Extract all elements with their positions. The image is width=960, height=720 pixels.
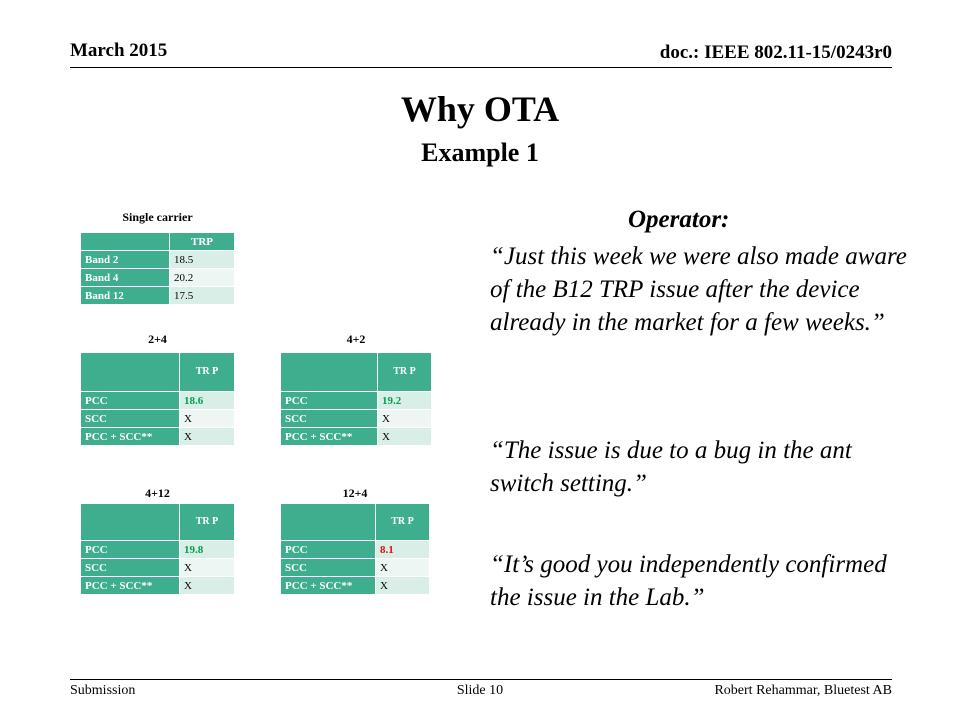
row-value: X bbox=[179, 409, 235, 428]
row-value: X bbox=[377, 409, 432, 428]
header-date: March 2015 bbox=[70, 40, 168, 61]
column-header: TR P bbox=[179, 503, 235, 541]
row-label: SCC bbox=[80, 409, 180, 428]
ca-table-12-4: TR P PCC 8.1 SCC X PCC + SCC** X bbox=[280, 503, 430, 595]
header-empty-cell bbox=[80, 232, 170, 251]
row-label: SCC bbox=[280, 409, 378, 428]
row-value: X bbox=[375, 576, 430, 595]
column-header: TR P bbox=[377, 352, 432, 392]
row-value: X bbox=[375, 558, 430, 577]
ca-table-2-4: TR P PCC 18.6 SCC X PCC + SCC** X bbox=[80, 352, 235, 446]
column-header: TR P bbox=[375, 503, 430, 541]
table-row: SCC X bbox=[280, 409, 432, 428]
operator-quote-3: “It’s good you independently confirmed t… bbox=[490, 551, 887, 611]
row-value: 17.5 bbox=[169, 286, 235, 305]
row-label: SCC bbox=[80, 558, 180, 577]
operator-quote-2: “The issue is due to a bug in the ant sw… bbox=[490, 437, 852, 497]
operator-heading: Operator: bbox=[628, 206, 730, 233]
table-header-row: TR P bbox=[80, 352, 235, 392]
ca-table-4-2: TR P PCC 19.2 SCC X PCC + SCC** X bbox=[280, 352, 432, 446]
table-row: Band 12 17.5 bbox=[80, 286, 235, 305]
slide-subtitle: Example 1 bbox=[421, 138, 539, 167]
table-header-row: TR P bbox=[280, 352, 432, 392]
row-label: PCC + SCC** bbox=[80, 576, 180, 595]
table-row: PCC + SCC** X bbox=[80, 576, 235, 595]
row-label: PCC bbox=[80, 391, 180, 410]
row-value: 18.6 bbox=[179, 391, 235, 410]
table-row: SCC X bbox=[80, 409, 235, 428]
header-empty-cell bbox=[280, 352, 378, 392]
table-caption-4-2: 4+2 bbox=[346, 332, 366, 346]
footer-slide-number: Slide 10 bbox=[456, 683, 504, 698]
table-row: PCC 18.6 bbox=[80, 391, 235, 410]
row-label: Band 2 bbox=[80, 250, 170, 269]
row-value: 19.8 bbox=[179, 540, 235, 559]
table-caption-4-12: 4+12 bbox=[145, 486, 170, 500]
table-header-row: TRP bbox=[80, 232, 235, 251]
footer-divider bbox=[70, 679, 892, 680]
row-label: Band 12 bbox=[80, 286, 170, 305]
header-doc-id: doc.: IEEE 802.11-15/0243r0 bbox=[659, 42, 892, 63]
table-row: SCC X bbox=[80, 558, 235, 577]
table-row: PCC + SCC** X bbox=[80, 427, 235, 446]
row-label: Band 4 bbox=[80, 268, 170, 287]
table-row: PCC + SCC** X bbox=[280, 427, 432, 446]
row-value: 18.5 bbox=[169, 250, 235, 269]
table-header-row: TR P bbox=[280, 503, 430, 541]
row-label: PCC + SCC** bbox=[280, 576, 376, 595]
ca-table-4-12: TR P PCC 19.8 SCC X PCC + SCC** X bbox=[80, 503, 235, 595]
table-row: Band 4 20.2 bbox=[80, 268, 235, 287]
header-empty-cell bbox=[80, 503, 180, 541]
table-header-row: TR P bbox=[80, 503, 235, 541]
header-divider bbox=[70, 67, 892, 68]
row-label: PCC + SCC** bbox=[80, 427, 180, 446]
table-row: PCC 8.1 bbox=[280, 540, 430, 559]
single-carrier-table: TRP Band 2 18.5 Band 4 20.2 Band 12 17.5 bbox=[80, 232, 235, 305]
column-header: TR P bbox=[179, 352, 235, 392]
table-row: PCC 19.2 bbox=[280, 391, 432, 410]
single-carrier-caption: Single carrier bbox=[122, 210, 193, 224]
slide-title: Why OTA bbox=[400, 89, 560, 129]
row-label: SCC bbox=[280, 558, 376, 577]
footer-submission: Submission bbox=[70, 683, 136, 698]
table-row: PCC + SCC** X bbox=[280, 576, 430, 595]
table-caption-2-4: 2+4 bbox=[148, 332, 167, 346]
column-header: TRP bbox=[169, 232, 235, 251]
row-label: PCC bbox=[280, 391, 378, 410]
operator-quote-1: “Just this week we were also made aware … bbox=[490, 243, 907, 336]
table-row: PCC 19.8 bbox=[80, 540, 235, 559]
table-caption-12-4: 12+4 bbox=[342, 486, 368, 500]
row-label: PCC bbox=[80, 540, 180, 559]
table-row: SCC X bbox=[280, 558, 430, 577]
row-label: PCC + SCC** bbox=[280, 427, 378, 446]
row-value: X bbox=[179, 576, 235, 595]
row-value: 8.1 bbox=[375, 540, 430, 559]
row-value: X bbox=[179, 558, 235, 577]
row-value: 19.2 bbox=[377, 391, 432, 410]
footer-author: Robert Rehammar, Bluetest AB bbox=[714, 683, 892, 698]
row-value: 20.2 bbox=[169, 268, 235, 287]
row-label: PCC bbox=[280, 540, 376, 559]
header-empty-cell bbox=[80, 352, 180, 392]
row-value: X bbox=[377, 427, 432, 446]
table-row: Band 2 18.5 bbox=[80, 250, 235, 269]
header-empty-cell bbox=[280, 503, 376, 541]
row-value: X bbox=[179, 427, 235, 446]
